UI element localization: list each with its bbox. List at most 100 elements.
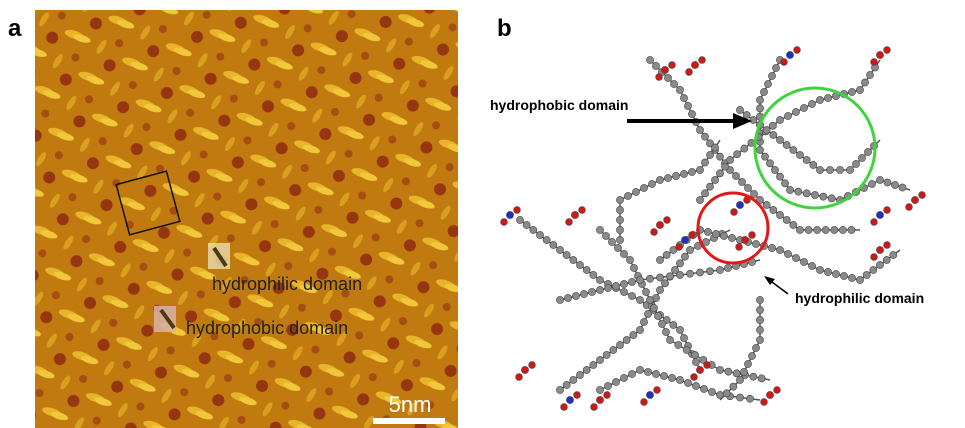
atom: [664, 217, 671, 224]
atom: [651, 229, 658, 236]
atom: [652, 370, 659, 377]
atom: [826, 166, 833, 173]
atom: [756, 336, 763, 343]
atom: [676, 86, 683, 93]
atom: [579, 207, 586, 214]
atom: [750, 373, 757, 380]
atom: [736, 244, 743, 251]
panel-label: a: [8, 15, 22, 42]
atom: [666, 273, 673, 280]
atom: [770, 206, 777, 213]
atom: [604, 392, 611, 399]
atom: [749, 232, 756, 239]
atom: [740, 368, 747, 375]
atom: [704, 362, 711, 369]
atom: [664, 174, 671, 181]
atom: [628, 292, 635, 299]
atom: [642, 288, 649, 295]
atom: [692, 382, 699, 389]
atom: [784, 250, 791, 257]
atom: [661, 66, 668, 73]
atom: [556, 386, 563, 393]
atom: [856, 276, 863, 283]
atom: [646, 56, 653, 63]
atom: [774, 387, 781, 394]
atom: [666, 336, 673, 343]
atom: [661, 280, 668, 287]
atom: [828, 195, 835, 202]
atom: [756, 306, 763, 313]
atom: [736, 106, 743, 113]
atom: [644, 368, 651, 375]
atom: [724, 264, 731, 271]
atom: [863, 271, 870, 278]
atom: [616, 196, 623, 203]
atom: [701, 159, 708, 166]
atom: [616, 226, 623, 233]
atom: [529, 362, 536, 369]
atom: [772, 64, 779, 71]
atom: [750, 190, 757, 197]
atom: [861, 79, 868, 86]
atom: [669, 62, 676, 69]
atom: [736, 201, 743, 208]
panel-b: b hydrophobic domain hydrophilic domain: [490, 15, 925, 410]
atom: [752, 240, 759, 247]
atom: [566, 219, 573, 226]
atom: [521, 366, 528, 373]
atom: [681, 253, 688, 260]
atom: [571, 211, 578, 218]
atom: [781, 59, 788, 66]
atom: [846, 166, 853, 173]
atom: [572, 292, 579, 299]
atom: [620, 280, 627, 287]
atom: [676, 260, 683, 267]
atom: [656, 256, 663, 263]
atom: [868, 180, 875, 187]
atom: [811, 191, 818, 198]
atom: [612, 282, 619, 289]
atom: [616, 216, 623, 223]
atom: [563, 381, 570, 388]
atom: [771, 166, 778, 173]
atom: [840, 272, 847, 279]
atom: [820, 193, 827, 200]
atom: [636, 366, 643, 373]
atom: [734, 151, 741, 158]
annotation: hydrophobic domain: [490, 97, 628, 113]
atom: [876, 261, 883, 268]
atom: [652, 62, 659, 69]
atom: [776, 173, 783, 180]
atom: [890, 251, 897, 258]
atom: [696, 166, 703, 173]
atom: [563, 251, 570, 258]
atom: [750, 116, 757, 123]
atom: [641, 399, 648, 406]
atom: [680, 334, 687, 341]
atom: [556, 296, 563, 303]
atom: [610, 346, 617, 353]
atom: [689, 232, 696, 239]
atom: [848, 274, 855, 281]
atom: [721, 163, 728, 170]
atom: [684, 102, 691, 109]
atom: [711, 176, 718, 183]
atom: [871, 219, 878, 226]
atom: [686, 69, 693, 76]
atom: [561, 404, 568, 411]
atom: [543, 236, 550, 243]
atom: [866, 71, 873, 78]
atom: [822, 226, 829, 233]
atom: [662, 328, 669, 335]
atom: [884, 179, 891, 186]
atom: [603, 351, 610, 358]
atom: [741, 236, 748, 243]
atom: [760, 88, 767, 95]
atom: [656, 286, 663, 293]
atom: [784, 112, 791, 119]
atom: [704, 228, 711, 235]
atom: [556, 246, 563, 253]
atom: [716, 153, 723, 160]
atom: [583, 366, 590, 373]
atom: [768, 72, 775, 79]
